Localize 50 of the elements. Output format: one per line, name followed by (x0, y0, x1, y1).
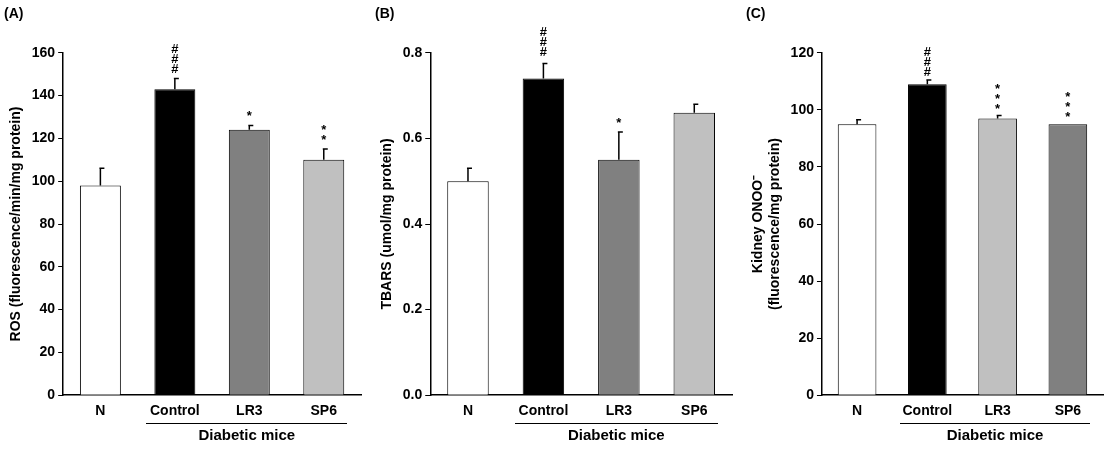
annotation: * (616, 114, 623, 130)
annotation: * (246, 108, 253, 124)
x-tick-label: SP6 (681, 402, 708, 419)
annotation: ### (923, 43, 932, 79)
x-tick-label: Control (149, 402, 200, 419)
annotation: ** (321, 122, 328, 148)
y-tick-label: 40 (798, 271, 815, 288)
annotation: *** (995, 80, 1002, 116)
x-tick-label: Control (518, 402, 569, 419)
x-tick-label: LR3 (984, 402, 1012, 419)
x-tick-label: SP6 (1054, 402, 1082, 419)
y-tick-label: 80 (39, 214, 56, 231)
y-tick-label: 0.2 (402, 300, 423, 317)
y-tick-label: 0.0 (402, 386, 423, 403)
y-tick-label: 120 (31, 129, 56, 146)
y-tick-label: 0.6 (402, 129, 423, 146)
y-tick-label: 0.8 (402, 43, 423, 60)
x-tick-label: N (852, 402, 863, 419)
y-tick-label: 160 (31, 43, 56, 60)
annotation: ### (539, 24, 548, 60)
y-tick-label: 120 (790, 43, 815, 60)
x-tick-label: SP6 (310, 402, 338, 419)
x-tick-label: LR3 (605, 402, 633, 419)
y-axis-title: TBARS (umol/mg protein) (378, 138, 395, 310)
chart-title: (C) (746, 5, 766, 22)
x-tick-label: N (95, 402, 106, 419)
text: Diabetic mice (514, 423, 718, 444)
y-tick-label: 60 (39, 257, 56, 274)
y-tick-label: 100 (31, 172, 56, 189)
x-tick-label: LR3 (236, 402, 263, 419)
y-tick-label: 0 (47, 386, 56, 403)
y-tick-label: 140 (31, 86, 56, 103)
y-tick-label: 20 (798, 328, 815, 345)
annotation: ### (171, 41, 180, 77)
y-tick-label: 60 (798, 214, 815, 231)
annotation: ** * (1065, 89, 1072, 125)
y-tick-label: 100 (790, 100, 815, 117)
chart-title: (A) (4, 5, 24, 22)
y-tick-label: 80 (798, 157, 815, 174)
y-tick-label: 0.4 (402, 214, 423, 231)
text: Diabetic mice (146, 423, 348, 444)
chart-title: (B) (375, 5, 395, 22)
x-tick-label: Control (902, 402, 953, 419)
x-tick-label: N (462, 402, 474, 419)
y-tick-label: 40 (39, 300, 56, 317)
y-tick-label: 0 (806, 386, 815, 403)
y-axis-title: Kidney ONOO⁻ (fluorescence/mg protein) (749, 138, 783, 310)
y-axis-title: ROS (fluorescence/min/mg protein) (7, 106, 24, 342)
text: Diabetic mice (900, 423, 1091, 444)
y-tick-label: 20 (39, 343, 56, 360)
